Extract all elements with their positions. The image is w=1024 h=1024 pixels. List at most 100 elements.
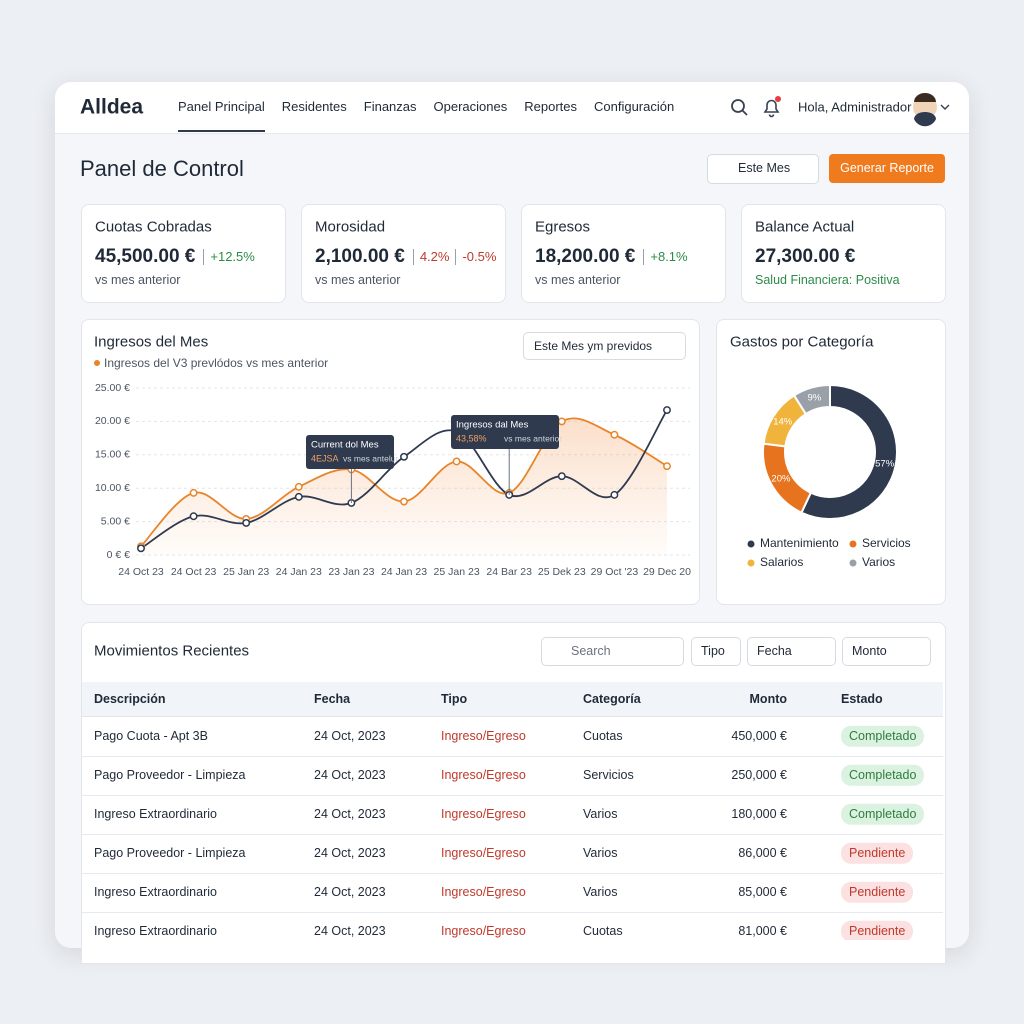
x-tick-label: 24 Oct 23 [171, 566, 217, 578]
point [294, 482, 303, 491]
slice-label: 20% [771, 473, 791, 484]
cell: Ingreso/Egreso [441, 767, 526, 782]
point [242, 518, 251, 527]
kpi-change: +12.5% [210, 249, 255, 264]
chart-title: Ingresos del Mes [94, 333, 209, 351]
cell: 24 Oct, 2023 [314, 884, 386, 899]
cell: 180,000 € [731, 806, 787, 821]
generate-button[interactable] [829, 154, 945, 183]
greeting: Hola, Administrador [798, 99, 912, 115]
nav-bar [55, 82, 969, 134]
filter-label[interactable]: Tipo [701, 643, 725, 658]
chevron[interactable] [940, 104, 950, 110]
kpi-change: -0.5% [462, 249, 497, 264]
slice-label: 14% [773, 417, 793, 428]
nav-item[interactable]: Panel Principal [178, 99, 265, 132]
search-icon[interactable] [731, 99, 748, 116]
logo: Alldea [80, 95, 144, 119]
donut-slice [800, 383, 898, 520]
legend-dot [747, 540, 755, 548]
kpi-note: vs mes anterior [535, 272, 621, 287]
table-row: Pago Cuota - Apt 3B 24 Oct, 2023 Ingreso/E… [82, 717, 943, 757]
tooltip-value: 4EJSA [311, 453, 339, 463]
table-row: Pago Proveedor - Limpieza 24 Oct, 2023 Ing… [82, 756, 943, 796]
legend-label: Servicios [862, 536, 911, 550]
point [189, 512, 198, 521]
point [557, 417, 566, 426]
column-header: Descripción [94, 691, 166, 706]
cell: Pago Cuota - Apt 3B [94, 728, 208, 743]
kpi-change: 4.2% [419, 249, 450, 264]
nav-item[interactable]: Operaciones [433, 99, 508, 114]
point [663, 406, 671, 414]
kpi-value: 45,500.00 € [95, 246, 196, 267]
filter-select[interactable] [842, 637, 931, 666]
table-row: Pago Proveedor - Limpieza 24 Oct, 2023 Ing… [82, 834, 943, 874]
nav-item[interactable]: Residentes [281, 99, 347, 114]
cell: Pago Proveedor - Limpieza [94, 767, 246, 782]
point [557, 472, 566, 481]
y-tick-label: 15.00 € [95, 449, 130, 461]
nav-item[interactable]: Configuración [593, 99, 675, 114]
point [400, 452, 408, 461]
kpi-note: vs mes anterior [95, 272, 181, 287]
cell: Ingreso Extraordinario [94, 806, 217, 821]
kpi-value: 2,100.00 € [315, 246, 405, 267]
bell-icon[interactable] [763, 99, 780, 118]
cell: Ingreso/Egreso [441, 728, 526, 743]
point [610, 430, 619, 439]
x-tick-label: 25 Dek 23 [538, 566, 586, 578]
period-label[interactable]: Este Mes [738, 160, 791, 175]
point [189, 488, 198, 497]
range-select[interactable] [523, 332, 686, 360]
x-tick-label: 24 Jan 23 [276, 566, 322, 578]
column-header: Fecha [314, 691, 351, 706]
tooltip-title: Ingresos dal Mes [456, 420, 529, 431]
cell: Cuotas [583, 923, 623, 938]
search-box[interactable] [541, 637, 684, 666]
table-body: Pago Cuota - Apt 3B 24 Oct, 2023 Ingreso/E… [82, 717, 943, 940]
line [140, 409, 668, 550]
nav-item[interactable]: Finanzas [363, 99, 417, 114]
cell: 24 Oct, 2023 [314, 728, 386, 743]
point [663, 462, 671, 471]
kpi-title: Cuotas Cobradas [95, 218, 212, 236]
cell: Varios [583, 845, 618, 860]
filter-select[interactable] [747, 637, 836, 666]
kpi-row: 45,500.00 € +12.5% [95, 247, 255, 267]
cell: 24 Oct, 2023 [314, 806, 386, 821]
status-badge: Completado [841, 803, 925, 825]
cell: Ingreso/Egreso [441, 923, 526, 938]
slice-label: 57% [875, 459, 895, 470]
filter-select[interactable] [691, 637, 741, 666]
search-placeholder[interactable]: Search [571, 643, 611, 658]
range-label[interactable]: Este Mes ym previdos [534, 339, 653, 353]
button-label[interactable]: Generar Reporte [840, 160, 934, 175]
period-select[interactable] [707, 154, 819, 184]
divider [412, 249, 414, 265]
legend-label: Varios [862, 555, 895, 569]
x-tick-label: 29 Oct '23 [591, 566, 639, 578]
legend-label: Mantenimiento [760, 536, 839, 550]
x-tick-label: 24 Bar 23 [486, 566, 532, 578]
cell: 86,000 € [738, 845, 787, 860]
status-badge: Pendiente [841, 881, 914, 903]
kpi-card [521, 204, 726, 303]
cell: Varios [583, 884, 618, 899]
filter-label[interactable]: Fecha [757, 643, 792, 658]
nav-item[interactable]: Reportes [524, 99, 577, 114]
y-tick-label: 10.00 € [95, 482, 130, 494]
filter-label[interactable]: Monto [852, 643, 887, 658]
x-tick-label: 29 Dec 20 [643, 566, 691, 578]
page-title: Panel de Control [80, 156, 244, 181]
legend-label: Ingresos del V3 prevlódos vs mes anterio… [104, 356, 329, 370]
kpi-title: Balance Actual [755, 218, 855, 236]
divider [455, 249, 457, 265]
status-badge: Completado [841, 764, 925, 786]
avatar[interactable] [913, 93, 937, 127]
kpi-card [741, 204, 946, 303]
cell: 81,000 € [738, 923, 787, 938]
tooltip-value: 43,58% [456, 433, 487, 443]
slice-label: 9% [808, 393, 822, 404]
